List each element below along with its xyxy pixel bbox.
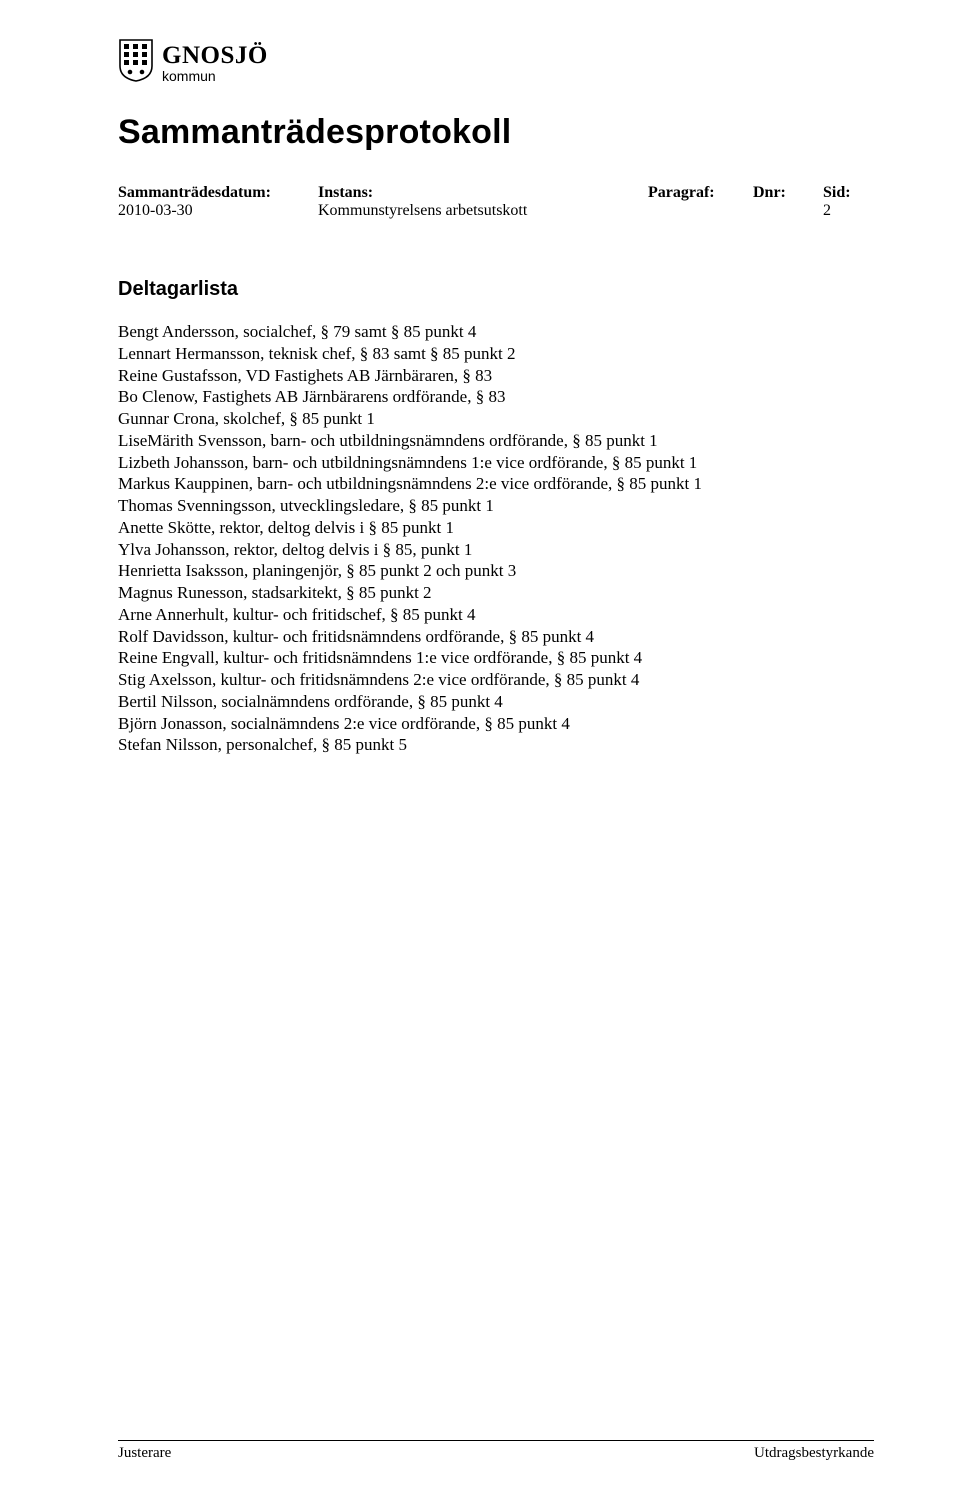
logo-sub: kommun [162, 69, 268, 83]
participants-list: Bengt Andersson, socialchef, § 79 samt §… [118, 321, 874, 756]
logo-block: GNOSJÖ kommun [118, 38, 268, 87]
meta-value-paragraf [648, 202, 753, 220]
footer: Justerare Utdragsbestyrkande [118, 1440, 874, 1462]
header: GNOSJÖ kommun [118, 38, 874, 87]
participant-line: Gunnar Crona, skolchef, § 85 punkt 1 [118, 408, 874, 430]
participant-line: Bo Clenow, Fastighets AB Järnbärarens or… [118, 386, 874, 408]
participant-line: Reine Gustafsson, VD Fastighets AB Järnb… [118, 365, 874, 387]
meta-label-instans: Instans: [318, 184, 648, 202]
participant-line: Henrietta Isaksson, planingenjör, § 85 p… [118, 560, 874, 582]
footer-row: Justerare Utdragsbestyrkande [118, 1445, 874, 1462]
meta-value-dnr [753, 202, 823, 220]
meta-label-dnr: Dnr: [753, 184, 823, 202]
meta-label-date: Sammanträdesdatum: [118, 184, 318, 202]
page: GNOSJÖ kommun Sammanträdesprotokoll Samm… [0, 0, 960, 1510]
meta-values-row: 2010-03-30 Kommunstyrelsens arbetsutskot… [118, 202, 874, 220]
participant-line: Lizbeth Johansson, barn- och utbildnings… [118, 452, 874, 474]
logo-text: GNOSJÖ kommun [162, 43, 268, 83]
document-title: Sammanträdesprotokoll [118, 113, 874, 152]
participant-line: Anette Skötte, rektor, deltog delvis i §… [118, 517, 874, 539]
participant-line: Björn Jonasson, socialnämndens 2:e vice … [118, 713, 874, 735]
participant-line: Magnus Runesson, stadsarkitekt, § 85 pun… [118, 582, 874, 604]
crest-icon [118, 38, 154, 87]
participant-line: Arne Annerhult, kultur- och fritidschef,… [118, 604, 874, 626]
meta-value-sid: 2 [823, 202, 873, 220]
meta-label-sid: Sid: [823, 184, 873, 202]
participant-line: Bengt Andersson, socialchef, § 79 samt §… [118, 321, 874, 343]
meta-labels-row: Sammanträdesdatum: Instans: Paragraf: Dn… [118, 184, 874, 202]
participant-line: Thomas Svenningsson, utvecklingsledare, … [118, 495, 874, 517]
participant-line: Lennart Hermansson, teknisk chef, § 83 s… [118, 343, 874, 365]
section-title: Deltagarlista [118, 278, 874, 301]
footer-rule [118, 1440, 874, 1441]
meta-value-date: 2010-03-30 [118, 202, 318, 220]
meta-block: Sammanträdesdatum: Instans: Paragraf: Dn… [118, 184, 874, 220]
participant-line: Rolf Davidsson, kultur- och fritidsnämnd… [118, 626, 874, 648]
participant-line: Ylva Johansson, rektor, deltog delvis i … [118, 539, 874, 561]
footer-left: Justerare [118, 1445, 171, 1462]
meta-value-instans: Kommunstyrelsens arbetsutskott [318, 202, 648, 220]
participant-line: Bertil Nilsson, socialnämndens ordförand… [118, 691, 874, 713]
footer-right: Utdragsbestyrkande [754, 1445, 874, 1462]
participant-line: Stefan Nilsson, personalchef, § 85 punkt… [118, 734, 874, 756]
logo-main: GNOSJÖ [162, 43, 268, 68]
participant-line: Markus Kauppinen, barn- och utbildningsn… [118, 473, 874, 495]
meta-label-paragraf: Paragraf: [648, 184, 753, 202]
participant-line: Reine Engvall, kultur- och fritidsnämnde… [118, 647, 874, 669]
participant-line: Stig Axelsson, kultur- och fritidsnämnde… [118, 669, 874, 691]
participant-line: LiseMärith Svensson, barn- och utbildnin… [118, 430, 874, 452]
